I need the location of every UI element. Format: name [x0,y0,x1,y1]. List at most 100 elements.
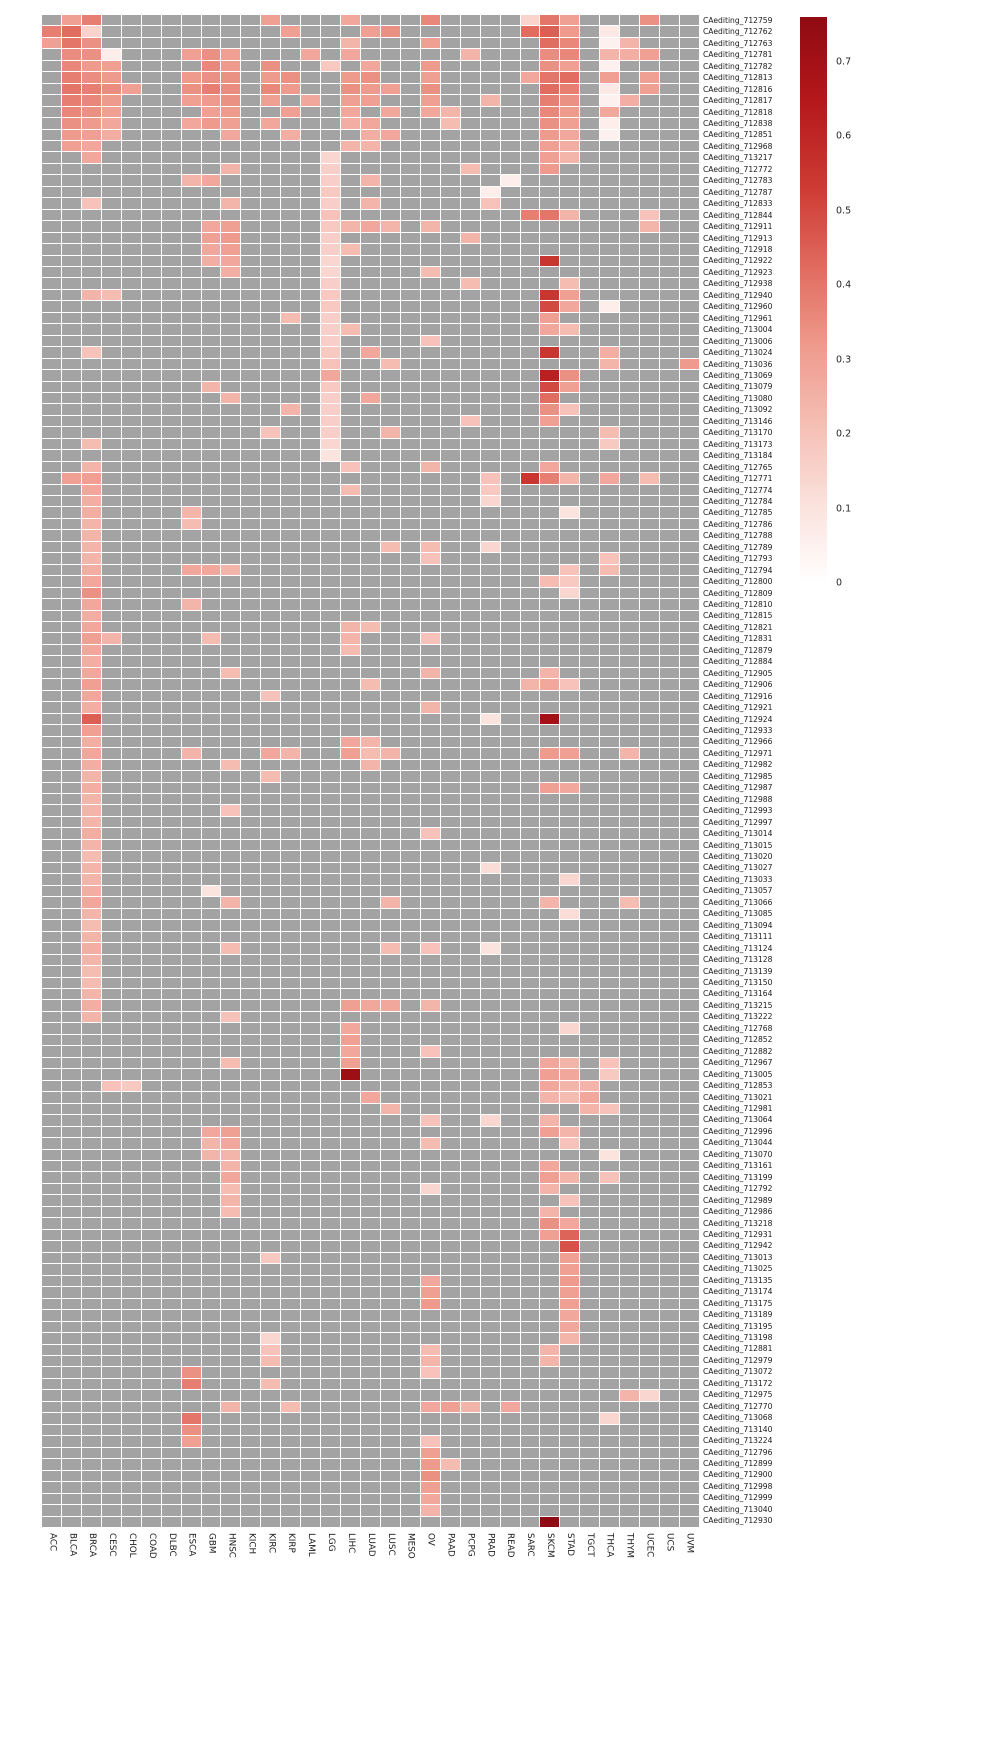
heatmap-cell [380,713,400,725]
heatmap-cell [141,816,161,828]
heatmap-cell [81,771,101,782]
heatmap-cell [81,1057,101,1069]
heatmap-cell [61,667,81,679]
heatmap-cell [241,541,261,553]
heatmap-cell [520,771,540,782]
heatmap-cell [201,564,221,576]
heatmap-cell [321,232,341,244]
col-label: STAD [564,1533,575,1557]
heatmap-cell [321,1378,341,1390]
heatmap-cell [321,496,341,507]
heatmap-cell [600,221,620,232]
heatmap-cell [321,186,341,198]
heatmap-cell [121,1126,141,1138]
heatmap-cell [161,943,181,954]
heatmap-cell [61,1206,81,1218]
heatmap-cell [620,507,640,518]
heatmap-cell [620,828,640,839]
heatmap-cell [440,1206,460,1218]
heatmap-cell [161,576,181,587]
heatmap-cell [121,15,141,26]
heatmap-cell [121,496,141,507]
heatmap-cell [620,862,640,874]
heatmap-cell [460,816,480,828]
heatmap-cell [500,1378,520,1390]
heatmap-cell [161,564,181,576]
heatmap-cell [560,966,580,977]
heatmap-cell [540,72,560,83]
heatmap-cell [400,484,420,496]
heatmap-cell [81,816,101,828]
heatmap-cell [61,415,81,427]
heatmap-cell [161,1000,181,1011]
heatmap-cell [680,874,699,885]
heatmap-cell [42,473,61,484]
heatmap-cell [660,874,680,885]
heatmap-cell [460,1172,480,1183]
heatmap-cell [201,702,221,713]
heatmap-cell [500,897,520,908]
heatmap-cell [281,278,301,289]
heatmap-cell [520,748,540,759]
heatmap-cell [261,1310,281,1321]
heatmap-cell [321,1516,341,1527]
heatmap-cell [460,1436,480,1447]
heatmap-cell [600,667,620,679]
heatmap-cell [81,1355,101,1367]
heatmap-cell [440,1183,460,1195]
heatmap-cell [301,622,321,633]
heatmap-cell [341,1115,361,1126]
heatmap-cell [400,278,420,289]
heatmap-cell [101,26,121,37]
heatmap-cell [321,1459,341,1470]
heatmap-cell [121,1046,141,1057]
heatmap-cell [640,106,660,118]
heatmap-cell [600,163,620,175]
heatmap-cell [500,221,520,232]
heatmap-cell [121,816,141,828]
heatmap-cell [281,381,301,392]
heatmap-cell [61,1378,81,1390]
heatmap-cell [500,1505,520,1516]
heatmap-cell [121,209,141,221]
heatmap-cell [241,656,261,667]
heatmap-cell [440,1516,460,1527]
heatmap-cell [560,404,580,415]
heatmap-cell [361,358,380,370]
heatmap-cell [500,828,520,839]
row-label: CAediting_712988 [703,794,773,804]
heatmap-cell [42,95,61,106]
heatmap-cell [101,1195,121,1206]
heatmap-cell [440,1229,460,1241]
heatmap-cell [121,966,141,977]
heatmap-cell [321,702,341,713]
col-label: UCEC [644,1533,655,1558]
heatmap-cell [361,461,380,473]
heatmap-cell [221,1344,241,1355]
heatmap-cell [600,278,620,289]
heatmap-cell [380,1183,400,1195]
heatmap-cell [540,920,560,931]
heatmap-cell [660,1080,680,1092]
heatmap-cell [580,186,600,198]
heatmap-cell [640,461,660,473]
heatmap-cell [181,633,201,644]
heatmap-cell [181,816,201,828]
heatmap-cell [261,908,281,920]
heatmap-cell [361,713,380,725]
heatmap-cell [480,839,500,851]
heatmap-cell [321,1287,341,1298]
col-label: LUAD [365,1533,376,1557]
heatmap-cell [42,518,61,530]
heatmap-cell [640,312,660,324]
heatmap-cell [500,1344,520,1355]
heatmap-cell [420,851,440,862]
heatmap-cell [480,1069,500,1080]
heatmap-cell [660,748,680,759]
heatmap-cell [201,381,221,392]
heatmap-cell [101,1218,121,1229]
heatmap-cell [440,1023,460,1034]
heatmap-cell [380,1436,400,1447]
heatmap-cell [600,1183,620,1195]
heatmap-cell [440,163,460,175]
